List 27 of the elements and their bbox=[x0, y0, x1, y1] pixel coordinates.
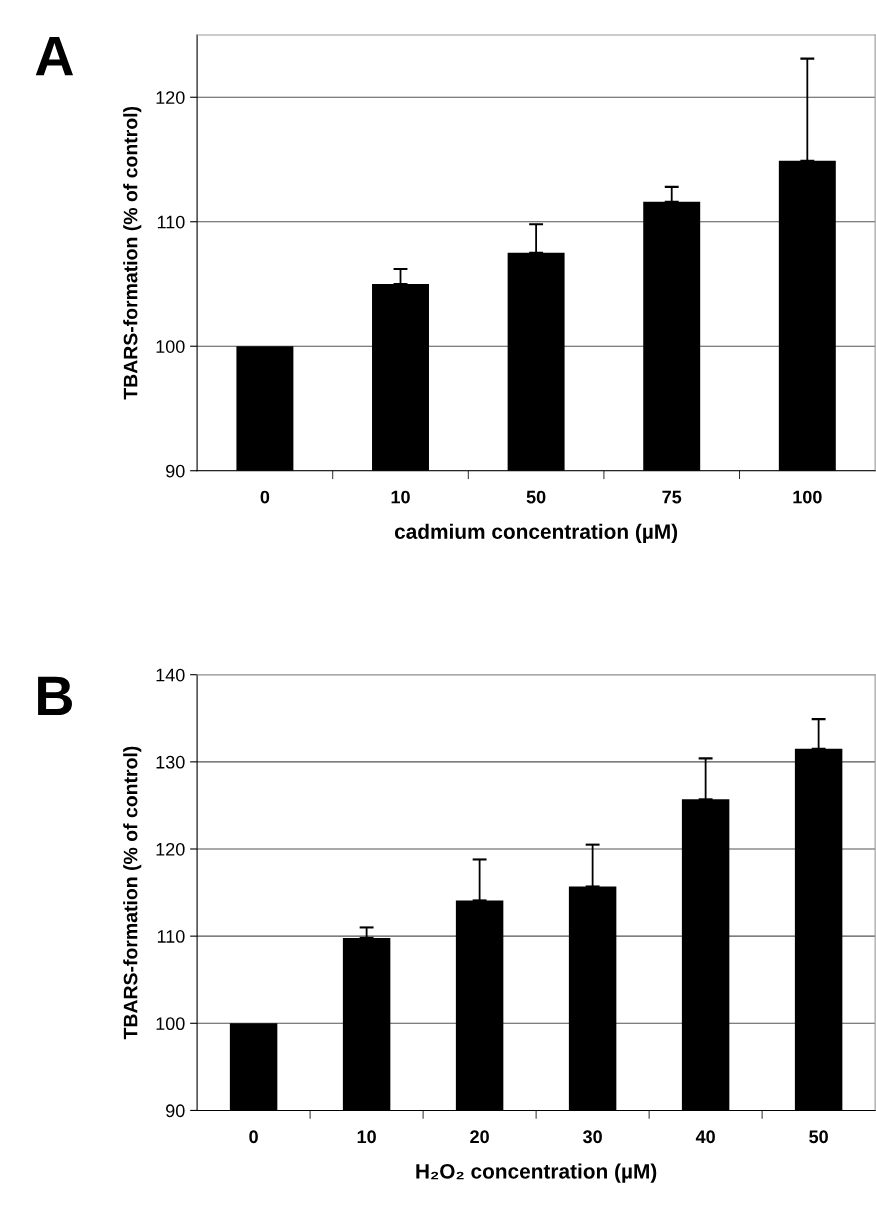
y-tick-label: 120 bbox=[156, 842, 185, 856]
y-tick-label: 120 bbox=[156, 91, 185, 104]
y-tick-label: 100 bbox=[156, 1017, 185, 1031]
x-tick-label: 0 bbox=[260, 490, 270, 504]
x-tick-label: 20 bbox=[470, 1130, 489, 1144]
x-tick-label: 0 bbox=[249, 1130, 258, 1144]
x-tick-label: 40 bbox=[695, 1130, 715, 1144]
y-tick-label: 130 bbox=[156, 755, 185, 769]
x-tick-label: 30 bbox=[582, 1130, 602, 1144]
y-tick-label: 140 bbox=[156, 668, 185, 682]
y-tick-label: 110 bbox=[157, 930, 185, 943]
y-tick-label: 100 bbox=[156, 340, 185, 353]
x-tick-label: 10 bbox=[391, 490, 410, 504]
y-tick-label: 110 bbox=[157, 215, 185, 229]
x-tick-label: 10 bbox=[357, 1130, 376, 1144]
x-axis-title: cadmium concentration (µM) bbox=[394, 523, 678, 544]
y-tick-label: 90 bbox=[166, 1104, 185, 1118]
y-axis-title: TBARS-formation (% of control) bbox=[123, 746, 142, 1040]
chart-title: A bbox=[35, 37, 74, 76]
x-tick-label: 100 bbox=[793, 490, 822, 504]
x-tick-label: 50 bbox=[809, 1130, 828, 1144]
x-tick-label: 75 bbox=[662, 490, 682, 504]
x-axis-title: H₂O₂ concentration (µM) bbox=[416, 1163, 657, 1183]
y-axis-title: TBARS-formation (% of control) bbox=[123, 106, 142, 400]
y-tick-label: 90 bbox=[166, 464, 185, 478]
chart-title: B bbox=[38, 676, 72, 715]
x-tick-label: 50 bbox=[526, 490, 546, 504]
